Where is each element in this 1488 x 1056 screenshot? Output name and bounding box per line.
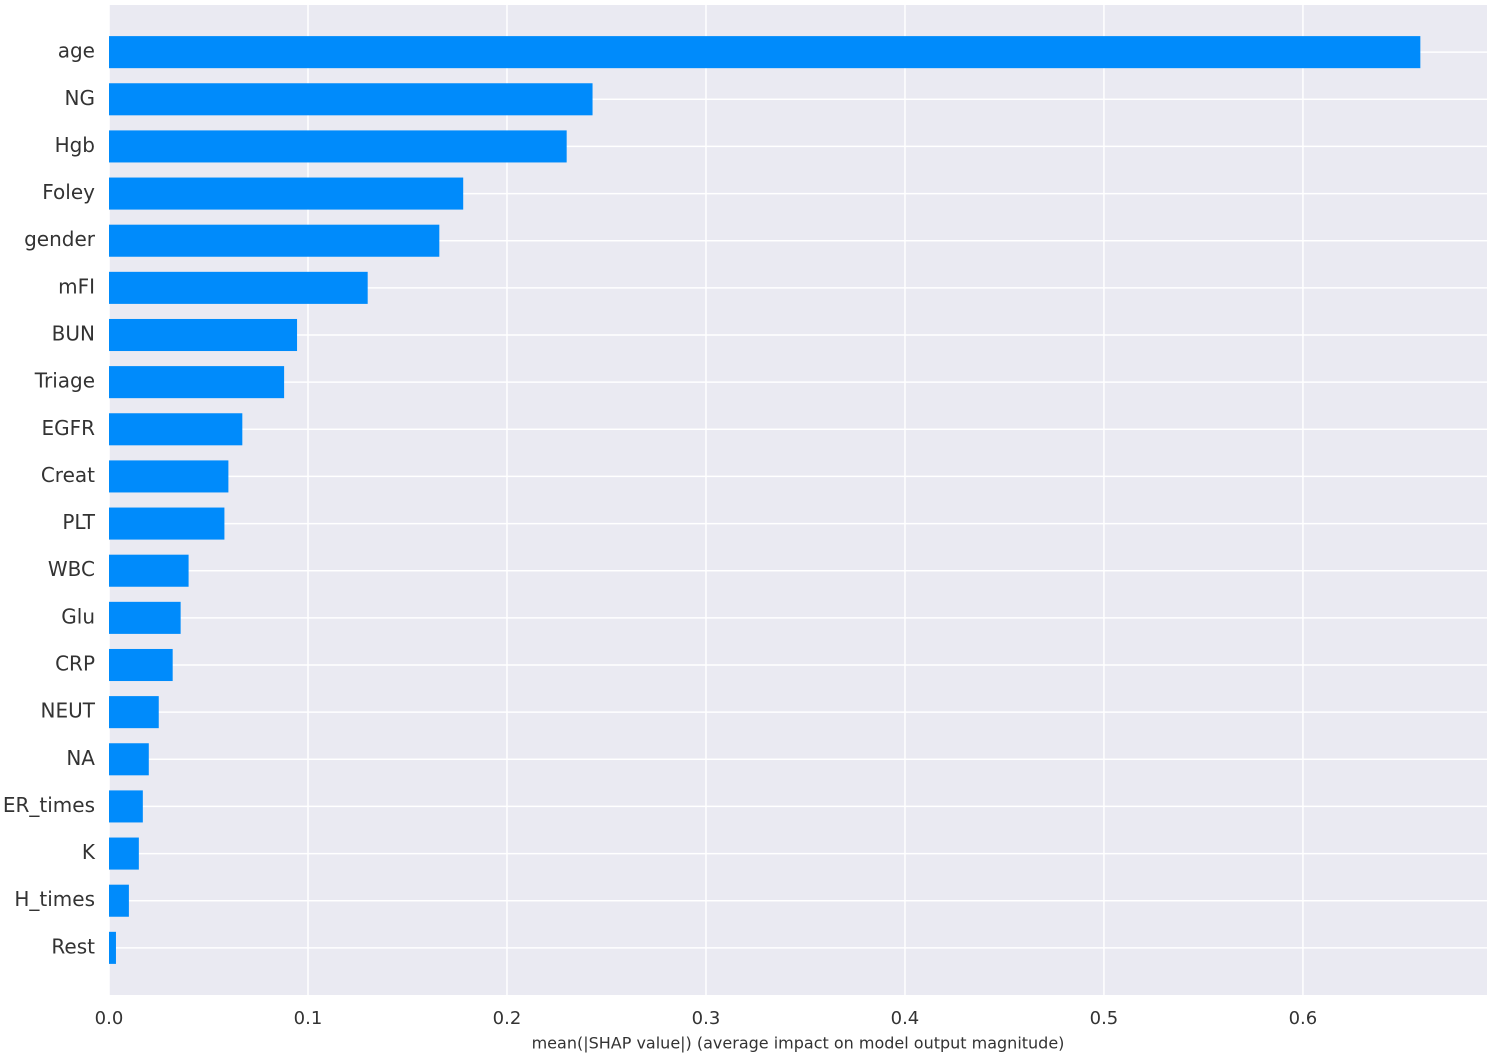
y-tick-label: Triage [34, 369, 95, 393]
bar [109, 177, 464, 210]
bar [109, 554, 189, 587]
y-tick-label: gender [24, 227, 96, 251]
bar [109, 224, 440, 257]
y-tick-label: mFI [58, 274, 95, 298]
x-tick-label: 0.2 [493, 1008, 522, 1029]
y-tick-label: BUN [52, 322, 95, 346]
x-tick-label: 0.6 [1289, 1008, 1318, 1029]
bar [109, 413, 243, 446]
x-tick-label: 0.5 [1090, 1008, 1119, 1029]
bar [109, 318, 298, 352]
x-tick-label: 0.3 [692, 1008, 721, 1029]
bar [109, 884, 129, 917]
y-tick-label: Creat [41, 463, 95, 487]
bar [109, 271, 368, 304]
plot-area [109, 5, 1487, 995]
x-tick-label: 0.0 [95, 1008, 124, 1029]
y-tick-label: NG [65, 86, 95, 110]
bar [109, 507, 225, 540]
y-tick-label: PLT [62, 510, 95, 534]
y-tick-label: Glu [61, 604, 95, 628]
bar [109, 648, 173, 682]
y-tick-label: H_times [14, 887, 95, 911]
y-tick-label: Hgb [55, 133, 95, 157]
y-tick-label: age [58, 39, 95, 63]
bar [109, 837, 139, 870]
x-tick-label: 0.4 [891, 1008, 920, 1029]
y-tick-label: K [82, 840, 96, 864]
bar [109, 460, 229, 493]
y-tick-label: Rest [51, 934, 95, 958]
bar [109, 601, 181, 634]
y-tick-label: NA [66, 746, 95, 770]
bar [109, 83, 593, 116]
bar [109, 366, 285, 399]
y-tick-label: ER_times [3, 793, 95, 817]
y-tick-label: EGFR [41, 416, 95, 440]
bar [109, 36, 1421, 69]
x-axis-label: mean(|SHAP value|) (average impact on mo… [532, 1034, 1065, 1053]
bar [109, 743, 149, 776]
y-tick-label: NEUT [41, 699, 96, 723]
y-tick-label: Foley [42, 180, 95, 204]
bar [109, 696, 159, 729]
bar [109, 130, 567, 163]
x-tick-label: 0.1 [294, 1008, 323, 1029]
bar [109, 790, 143, 823]
bar [109, 931, 116, 964]
y-tick-label: CRP [55, 652, 95, 676]
y-tick-label: WBC [48, 557, 95, 581]
